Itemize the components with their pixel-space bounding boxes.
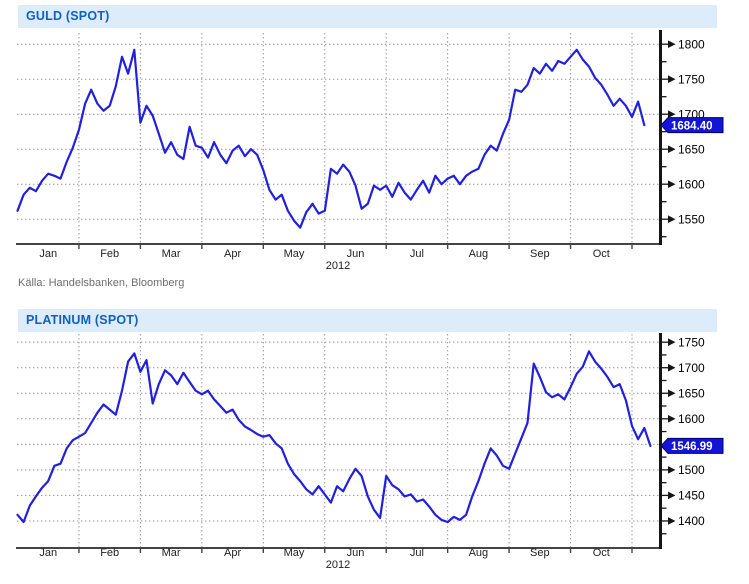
month-label: May [284,248,305,260]
platinum-series-line [16,350,652,524]
y-tick-arrow [668,145,676,153]
source-note: Källa: Handelsbanken, Bloomberg [18,277,185,289]
platinum-chart: Jan Feb Mar Apr May Jun Jul Aug Sep Oct 2012 1400 14… [0,331,749,584]
month-label: Feb [100,547,119,559]
y-tick-label: 1650 [678,386,705,400]
month-label: Jun [347,248,365,260]
month-label: Apr [224,248,241,260]
year-label: 2012 [326,260,350,272]
y-tick-label: 1800 [678,37,705,51]
x-ticks [78,549,633,553]
last-price-label: 1684.40 [671,120,713,132]
month-label: Jan [39,547,57,559]
y-tick-label: 1450 [678,489,705,503]
y-tick-label: 1700 [678,361,705,375]
y-tick-label: 1550 [678,212,705,226]
month-label: Jun [347,547,365,559]
month-label: Mar [162,248,181,260]
y-tick-arrow [668,466,676,474]
h-gridlines [17,43,660,220]
last-price-tag [660,117,724,134]
y-tick-arrow [668,110,676,118]
h-gridlines [17,341,660,522]
v-gridlines [78,334,633,547]
y-tick-label: 1650 [678,142,705,156]
last-price-label: 1546.99 [671,441,713,453]
y-tick-arrow [668,389,676,398]
last-price-tag [660,437,724,454]
month-label: Oct [593,248,610,260]
y-minor-ticks [662,61,667,238]
y-tick-arrow [668,180,676,188]
guld-plot: Jan Feb Mar Apr May Jun Jul Aug Sep Oct 2012 1550 16… [16,30,724,272]
y-tick-label: 1600 [678,177,705,191]
y-tick-arrow [668,363,676,372]
month-label: Apr [224,547,241,559]
y-tick-label: 1500 [678,463,705,477]
gold-chart: Jan Feb Mar Apr May Jun Jul Aug Sep Oct 2012 1550 16… [0,28,749,278]
y-tick-arrow [668,491,676,500]
y-tick-arrow [668,215,676,223]
y-tick-arrow [668,517,676,525]
month-label: Oct [593,547,610,559]
month-label: Jul [410,547,424,559]
month-label: May [284,547,305,559]
y-tick-label: 1750 [678,72,705,86]
x-axis-labels: Jan Feb Mar Apr May Jun Jul Aug Sep Oct [39,547,609,559]
gold-chart-header: GULD (SPOT) [18,5,717,28]
month-label: Feb [100,248,119,260]
y-tick-label: 1400 [678,514,705,528]
y-tick-arrow [668,338,676,346]
gold-chart-title: GULD (SPOT) [26,9,110,23]
platinum-chart-header: PLATINUM (SPOT) [18,309,717,332]
year-label: 2012 [326,559,350,571]
y-axis-labels: 14001450150015501600165017001750 [662,335,705,528]
x-ticks [78,245,633,249]
month-label: Sep [530,547,550,559]
y-tick-label: 1600 [678,412,705,426]
month-label: Sep [530,248,550,260]
month-label: Jan [39,248,57,260]
platinum-plot: Jan Feb Mar Apr May Jun Jul Aug Sep Oct 2012 1400 14… [16,331,724,571]
month-label: Aug [469,248,489,260]
guld-series-line [16,48,646,229]
y-tick-arrow [668,40,676,48]
platinum-chart-title: PLATINUM (SPOT) [26,313,139,327]
y-tick-arrow [668,75,676,83]
month-label: Jul [410,248,424,260]
month-label: Aug [469,547,489,559]
y-tick-label: 1750 [678,335,705,349]
x-axis-labels: Jan Feb Mar Apr May Jun Jul Aug Sep Oct [39,248,609,260]
y-minor-ticks [662,354,667,535]
y-tick-arrow [668,414,676,423]
v-gridlines [78,33,633,243]
month-label: Mar [162,547,181,559]
